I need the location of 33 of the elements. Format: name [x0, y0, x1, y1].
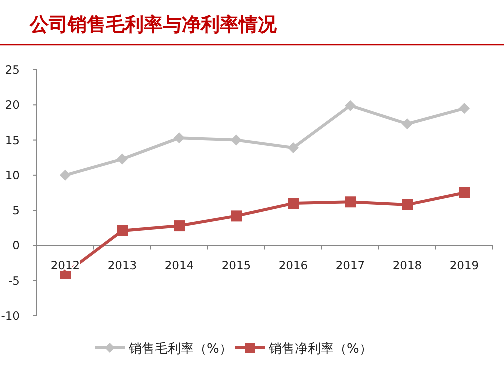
point: [174, 132, 185, 144]
legend-label: 销售毛利率（%）: [128, 341, 232, 357]
x-tick-label: 2019: [450, 258, 480, 273]
y-tick-label: -5: [8, 274, 20, 288]
x-tick-label: 2013: [108, 258, 138, 273]
y-tick-label: 15: [5, 133, 20, 148]
point: [231, 134, 242, 146]
point: [60, 170, 71, 181]
y-tick-label: 10: [5, 168, 20, 182]
legend-label: 销售净利率（%）: [268, 341, 372, 357]
x-tick-label: 2014: [164, 258, 194, 273]
point: [231, 210, 242, 222]
y-tick-label: -10: [1, 309, 20, 323]
y-tick-label: 25: [5, 63, 20, 77]
point: [402, 199, 413, 210]
x-tick-label: 2016: [278, 258, 308, 273]
point: [345, 196, 356, 208]
point: [459, 103, 470, 114]
chart-title: 公司销售毛利率与净利率情况: [29, 14, 278, 36]
y-tick-label: 0: [12, 238, 20, 253]
x-tick-label: 2018: [392, 258, 422, 273]
point: [402, 118, 413, 130]
y-tick-label: 20: [5, 98, 20, 112]
point: [288, 198, 299, 210]
point: [345, 100, 356, 112]
point: [117, 154, 128, 165]
x-tick-label: 2015: [222, 258, 252, 273]
point: [174, 220, 185, 232]
point: [117, 225, 128, 236]
point: [459, 188, 470, 198]
x-tick-label: 2017: [336, 258, 366, 273]
point: [288, 142, 299, 154]
y-tick-label: 5: [12, 204, 20, 218]
